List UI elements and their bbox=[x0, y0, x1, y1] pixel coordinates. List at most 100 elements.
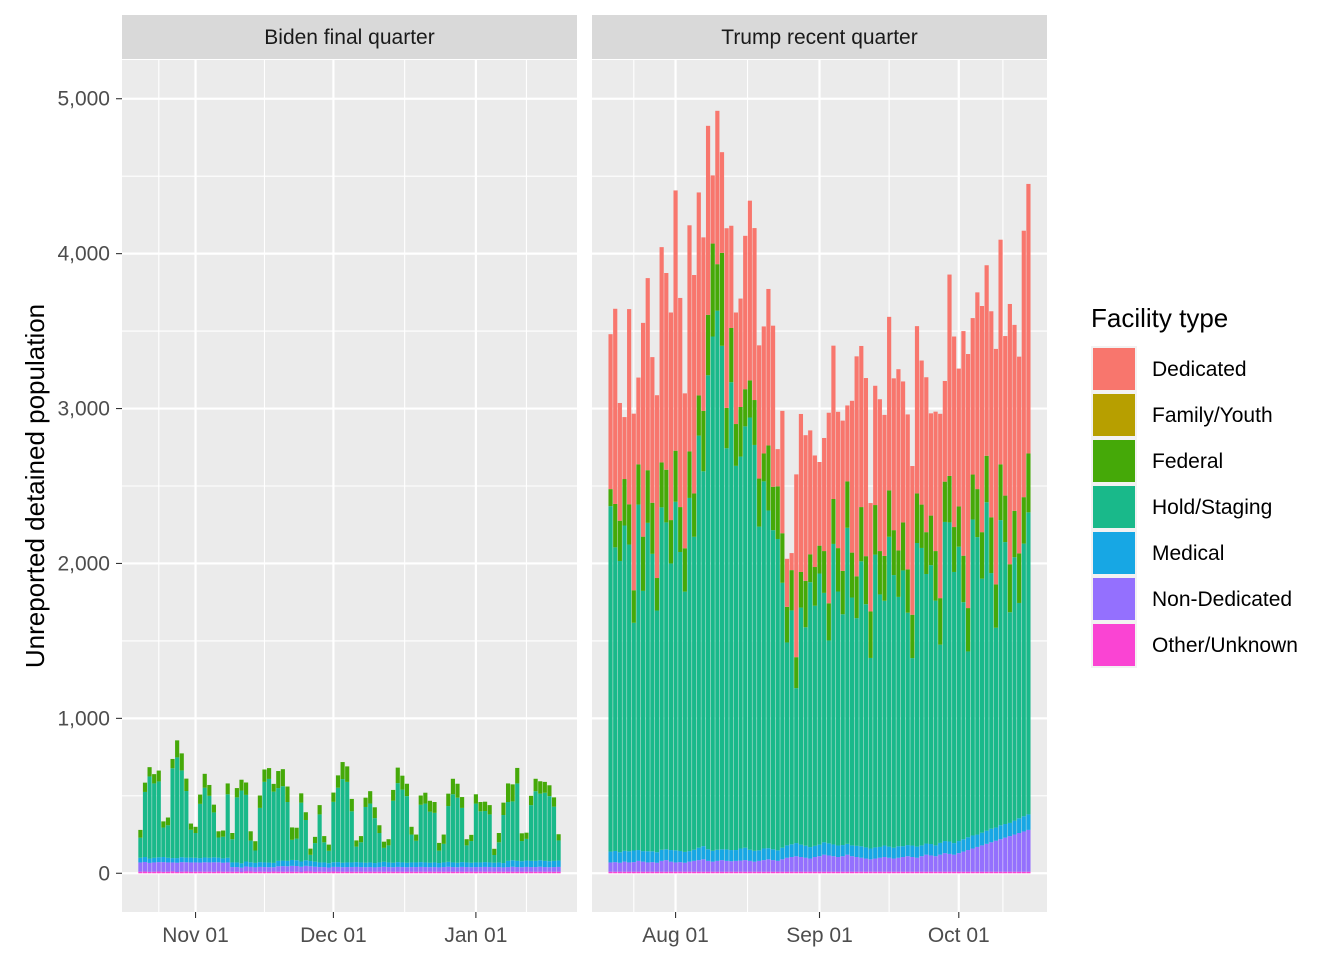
bar-segment-federal bbox=[450, 778, 455, 795]
bar-segment-medical bbox=[446, 861, 451, 867]
bar-segment-other-unknown bbox=[682, 871, 687, 874]
bar-segment-other-unknown bbox=[345, 871, 350, 874]
bar-segment-dedicated bbox=[1007, 303, 1012, 565]
bar-segment-federal bbox=[780, 533, 785, 583]
bar-segment-medical bbox=[710, 850, 715, 862]
bar-segment-other-unknown bbox=[705, 871, 711, 874]
bar-segment-other-unknown bbox=[650, 871, 655, 874]
legend-swatch-medical bbox=[1093, 532, 1135, 574]
bar-segment-other-unknown bbox=[524, 871, 529, 874]
bar-segment-other-unknown bbox=[979, 871, 985, 874]
bar-segment-medical bbox=[924, 843, 929, 855]
bar-segment-hold-staging bbox=[766, 510, 771, 849]
bar-segment-hold-staging bbox=[345, 781, 350, 863]
bar-segment-federal bbox=[891, 530, 896, 576]
bar-segment-medical bbox=[654, 852, 660, 863]
bar-segment-federal bbox=[312, 836, 318, 844]
bar-segment-hold-staging bbox=[900, 570, 906, 847]
bar-segment-other-unknown bbox=[156, 871, 161, 874]
bar-segment-medical bbox=[427, 862, 432, 868]
bar-segment-non-dedicated bbox=[636, 860, 641, 872]
bar-segment-dedicated bbox=[873, 385, 878, 506]
bar-segment-medical bbox=[896, 846, 901, 858]
bar-segment-other-unknown bbox=[239, 872, 244, 874]
bar-segment-other-unknown bbox=[230, 871, 235, 874]
bar-segment-federal bbox=[733, 424, 739, 466]
bar-segment-medical bbox=[299, 861, 304, 867]
bar-segment-other-unknown bbox=[840, 871, 845, 874]
legend-label: Medical bbox=[1152, 542, 1224, 565]
bar-segment-non-dedicated bbox=[276, 866, 281, 872]
bar-segment-federal bbox=[483, 801, 488, 811]
bar-segment-non-dedicated bbox=[138, 862, 143, 872]
bar-segment-other-unknown bbox=[515, 871, 520, 874]
bar-segment-non-dedicated bbox=[418, 866, 423, 872]
bar-segment-federal bbox=[1021, 497, 1026, 544]
bar-segment-non-dedicated bbox=[808, 858, 813, 872]
bar-segment-other-unknown bbox=[770, 871, 776, 874]
bar-segment-hold-staging bbox=[161, 827, 166, 857]
bar-segment-dedicated bbox=[984, 265, 989, 456]
bar-segment-medical bbox=[432, 862, 437, 868]
bar-segment-medical bbox=[984, 830, 989, 844]
bar-segment-medical bbox=[687, 851, 692, 862]
bar-segment-other-unknown bbox=[193, 871, 198, 874]
bar-segment-federal bbox=[989, 517, 994, 574]
bar-segment-hold-staging bbox=[349, 811, 354, 863]
bar-segment-medical bbox=[719, 849, 725, 861]
bar-segment-non-dedicated bbox=[942, 853, 947, 872]
bar-segment-non-dedicated bbox=[170, 862, 175, 872]
bar-segment-hold-staging bbox=[812, 605, 817, 846]
bar-segment-federal bbox=[775, 486, 780, 539]
bar-segment-other-unknown bbox=[262, 871, 267, 874]
bar-segment-other-unknown bbox=[423, 871, 428, 874]
bar-segment-non-dedicated bbox=[952, 854, 957, 872]
bar-segment-non-dedicated bbox=[289, 865, 295, 872]
bar-segment-federal bbox=[849, 552, 855, 598]
bar-segment-federal bbox=[317, 805, 322, 815]
bar-segment-other-unknown bbox=[335, 871, 341, 874]
bar-segment-non-dedicated bbox=[188, 862, 194, 872]
bar-segment-dedicated bbox=[701, 237, 706, 411]
bar-segment-hold-staging bbox=[358, 842, 364, 863]
bar-segment-other-unknown bbox=[138, 871, 143, 874]
bar-segment-non-dedicated bbox=[970, 848, 975, 872]
bar-segment-federal bbox=[271, 783, 276, 792]
bar-segment-federal bbox=[812, 567, 817, 606]
bar-segment-medical bbox=[942, 841, 947, 854]
bar-segment-medical bbox=[761, 848, 766, 861]
bar-segment-dedicated bbox=[696, 192, 701, 396]
bar-segment-non-dedicated bbox=[905, 856, 910, 872]
bar-segment-dedicated bbox=[752, 228, 757, 401]
bar-segment-hold-staging bbox=[381, 847, 387, 862]
bar-segment-medical bbox=[322, 862, 327, 868]
bar-segment-hold-staging bbox=[729, 382, 734, 851]
bar-segment-other-unknown bbox=[956, 871, 961, 874]
bar-segment-federal bbox=[547, 785, 552, 797]
bar-segment-hold-staging bbox=[970, 519, 975, 836]
bar-segment-hold-staging bbox=[687, 497, 692, 852]
bar-segment-hold-staging bbox=[770, 530, 776, 850]
bar-segment-medical bbox=[1003, 824, 1008, 838]
bar-segment-medical bbox=[152, 857, 157, 863]
bar-segment-other-unknown bbox=[835, 871, 841, 874]
bar-segment-non-dedicated bbox=[928, 855, 934, 872]
bar-segment-hold-staging bbox=[294, 838, 299, 861]
bar-segment-federal bbox=[863, 556, 869, 605]
bar-segment-medical bbox=[147, 858, 152, 863]
bar-segment-other-unknown bbox=[924, 871, 929, 874]
bar-segment-federal bbox=[322, 836, 327, 843]
bar-segment-federal bbox=[766, 445, 771, 511]
bar-segment-non-dedicated bbox=[724, 860, 729, 872]
bar-segment-hold-staging bbox=[724, 448, 729, 850]
bar-segment-hold-staging bbox=[1012, 557, 1017, 821]
bar-segment-non-dedicated bbox=[998, 839, 1003, 872]
bar-segment-medical bbox=[496, 862, 501, 868]
bar-segment-dedicated bbox=[687, 225, 692, 452]
bar-segment-non-dedicated bbox=[267, 867, 272, 872]
bar-segment-hold-staging bbox=[1026, 512, 1031, 815]
bar-segment-non-dedicated bbox=[979, 845, 985, 872]
bar-segment-federal bbox=[404, 783, 410, 797]
bar-segment-other-unknown bbox=[267, 871, 272, 874]
bar-segment-other-unknown bbox=[849, 871, 855, 874]
